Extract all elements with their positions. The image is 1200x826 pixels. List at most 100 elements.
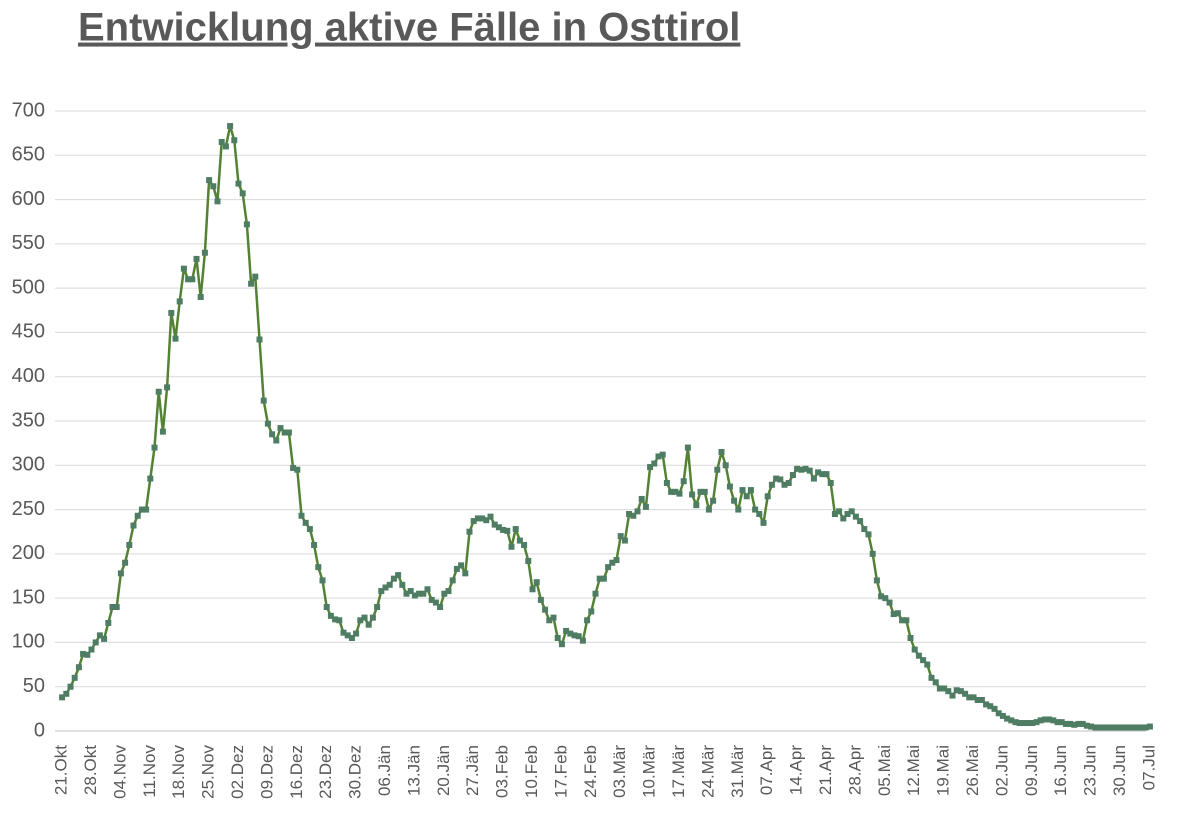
data-point (1041, 716, 1048, 723)
data-point (941, 685, 948, 692)
data-point (966, 694, 973, 701)
data-point (327, 612, 334, 619)
data-point (579, 637, 586, 644)
data-point (903, 617, 910, 624)
data-point (269, 431, 276, 438)
data-point (596, 575, 603, 582)
data-point (420, 590, 427, 597)
data-point (516, 537, 523, 544)
data-point (319, 577, 326, 584)
data-point (672, 488, 679, 495)
data-point (210, 183, 217, 190)
data-point (882, 595, 889, 602)
data-point (470, 518, 477, 525)
data-point (525, 557, 532, 564)
data-point (1029, 720, 1036, 727)
x-tick-label: 16.Dez (287, 745, 306, 799)
data-point (983, 701, 990, 708)
data-point (449, 577, 456, 584)
data-point (1058, 719, 1065, 726)
data-point (260, 397, 267, 404)
data-point (781, 481, 788, 488)
data-point (760, 519, 767, 526)
data-point (369, 614, 376, 621)
x-tick-label: 23.Jun (1081, 745, 1100, 796)
x-tick-label: 07.Apr (757, 745, 776, 795)
data-point (403, 590, 410, 597)
data-point (365, 621, 372, 628)
data-point (487, 513, 494, 520)
data-point (697, 488, 704, 495)
data-point (899, 617, 906, 624)
data-point (491, 521, 498, 528)
data-point (340, 629, 347, 636)
data-point (537, 596, 544, 603)
data-point (705, 506, 712, 513)
data-point (676, 490, 683, 497)
x-tick-label: 10.Feb (522, 745, 541, 798)
data-point (924, 661, 931, 668)
x-tick-label: 17.Mär (669, 745, 688, 798)
data-point (563, 627, 570, 634)
x-tick-label: 20.Jän (434, 745, 453, 796)
data-point (214, 198, 221, 205)
data-point (764, 493, 771, 500)
data-point (281, 429, 288, 436)
y-tick-label: 450 (12, 321, 45, 343)
data-point (739, 487, 746, 494)
y-tick-label: 600 (12, 188, 45, 210)
data-point (978, 697, 985, 703)
data-point (546, 617, 553, 624)
data-point (424, 586, 431, 593)
data-point (777, 476, 784, 483)
y-tick-label: 100 (12, 631, 45, 653)
data-point (768, 481, 775, 488)
data-point (928, 674, 935, 681)
y-tick-label: 700 (12, 99, 45, 121)
data-point (306, 526, 313, 533)
y-tick-label: 50 (23, 675, 45, 697)
data-point (617, 533, 624, 540)
data-point (378, 588, 385, 595)
data-point (164, 384, 171, 391)
x-tick-label: 13.Jän (404, 745, 423, 796)
data-point (1125, 724, 1132, 731)
data-point (138, 506, 145, 513)
data-point (894, 610, 901, 617)
data-point (353, 630, 360, 637)
data-point (810, 475, 817, 482)
y-tick-label: 150 (12, 586, 45, 608)
data-point (991, 705, 998, 712)
data-point (294, 466, 301, 473)
data-point (651, 460, 658, 467)
data-point (747, 487, 754, 494)
data-point (642, 503, 649, 510)
data-point (290, 464, 297, 471)
x-tick-label: 28.Apr (845, 745, 864, 795)
data-point (248, 280, 255, 287)
data-point (243, 221, 250, 228)
data-point (575, 633, 582, 640)
y-tick-label: 650 (12, 144, 45, 166)
x-tick-label: 06.Jän (375, 745, 394, 796)
data-point (273, 437, 280, 444)
data-point (999, 712, 1006, 719)
data-point (311, 542, 318, 548)
data-point (886, 599, 893, 606)
data-point (865, 531, 872, 538)
x-tick-label: 30.Dez (346, 745, 365, 799)
data-point (630, 512, 637, 519)
data-point (323, 604, 330, 610)
data-point (134, 512, 141, 519)
data-line (61, 124, 1151, 729)
data-point (298, 512, 305, 519)
data-point (735, 506, 742, 513)
data-point (1096, 724, 1103, 731)
data-point (1079, 720, 1086, 727)
data-point (193, 255, 200, 262)
y-tick-label: 350 (12, 409, 45, 431)
data-point (957, 688, 964, 695)
data-point (1113, 724, 1120, 731)
